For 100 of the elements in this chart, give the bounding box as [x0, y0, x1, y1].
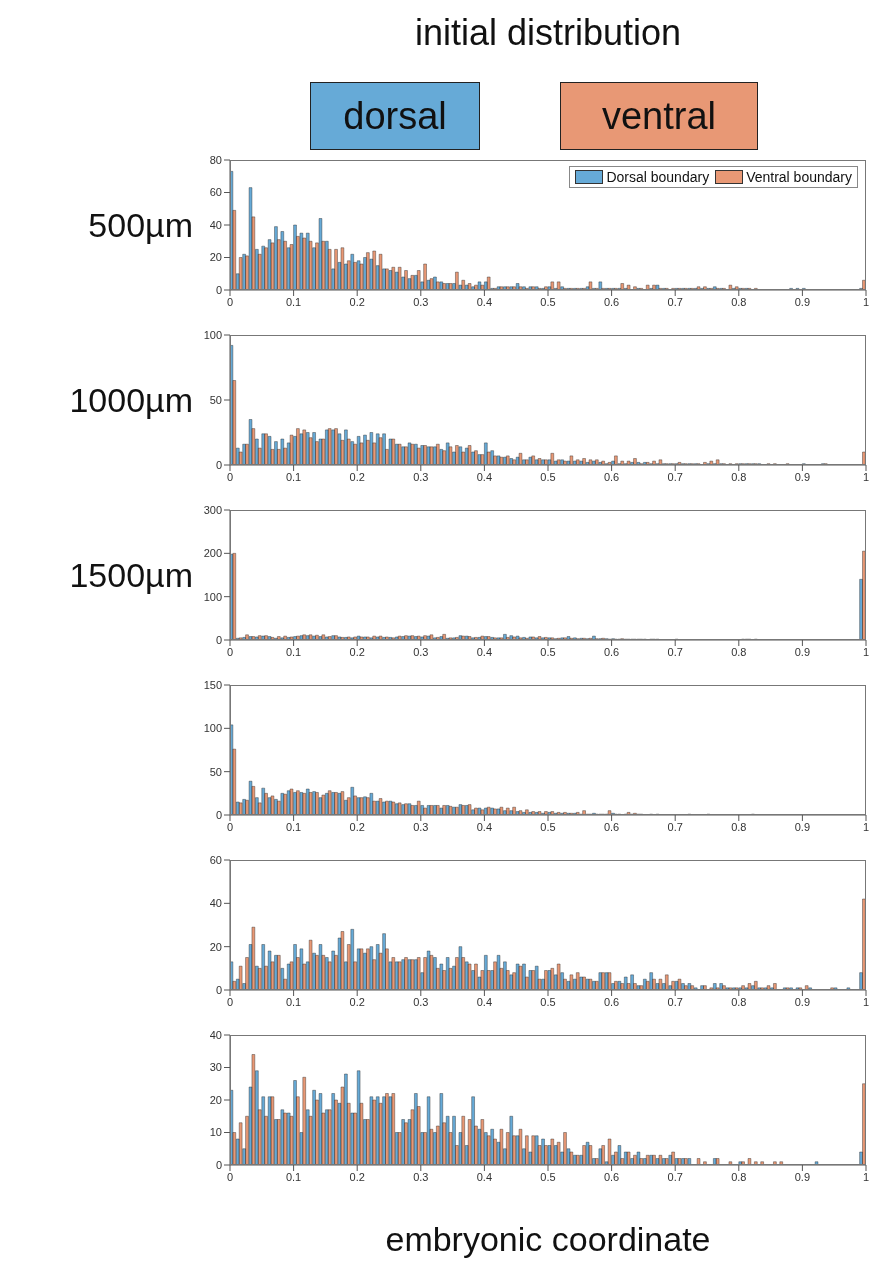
- x-tick-label: 0.3: [413, 295, 429, 308]
- x-tick-label: 0.6: [603, 645, 620, 658]
- legend-label: Dorsal boundary: [605, 169, 710, 185]
- y-tick-label: 50: [209, 393, 222, 406]
- y-tick-label: 0: [215, 983, 222, 996]
- x-tick-label: 0.8: [731, 1170, 747, 1183]
- x-axis-title: embryonic coordinate: [384, 1220, 712, 1259]
- y-tick-label: 40: [209, 1028, 222, 1041]
- x-tick-label: 0.9: [794, 820, 811, 833]
- x-tick-label: 0.3: [413, 1170, 429, 1183]
- x-tick-label: 0.2: [349, 1170, 365, 1183]
- x-tick-label: 0.4: [476, 1170, 493, 1183]
- x-tick-label: 0.2: [349, 820, 365, 833]
- y-tick-label: 0: [215, 458, 222, 471]
- y-tick-label: 60: [209, 186, 222, 199]
- y-tick-label: 40: [209, 897, 222, 910]
- x-tick-label: 0: [226, 995, 234, 1008]
- x-tick-label: 0.4: [476, 995, 493, 1008]
- x-tick-label: 0.1: [285, 1170, 302, 1183]
- y-axis-title: 1000µm: [68, 379, 193, 421]
- y-tick-label: 20: [209, 1093, 222, 1106]
- x-tick-label: 0: [226, 295, 234, 308]
- x-tick-label: 0.5: [540, 1170, 556, 1183]
- x-tick-label: 0.2: [349, 995, 365, 1008]
- x-tick-label: 1: [862, 470, 870, 483]
- x-tick-label: 0.9: [794, 470, 811, 483]
- x-tick-label: 0.8: [731, 820, 747, 833]
- x-tick-label: 0.7: [667, 820, 683, 833]
- x-tick-label: 0.1: [285, 295, 302, 308]
- y-tick-label: 150: [203, 678, 222, 691]
- x-tick-label: 0.2: [349, 645, 365, 658]
- y-tick-label: 0: [215, 283, 222, 296]
- x-tick-label: 0.5: [540, 820, 556, 833]
- x-tick-label: 0.6: [603, 995, 620, 1008]
- x-tick-label: 1: [862, 995, 870, 1008]
- y-axis-title: 500µm: [87, 204, 193, 246]
- x-tick-label: 0.5: [540, 295, 556, 308]
- x-tick-label: 0.8: [731, 645, 747, 658]
- x-tick-label: 0.1: [285, 645, 302, 658]
- x-tick-label: 0.2: [349, 470, 365, 483]
- y-tick-label: 0: [215, 633, 222, 646]
- x-tick-label: 1: [862, 645, 870, 658]
- x-tick-label: 0.1: [285, 995, 302, 1008]
- x-tick-label: 0.9: [794, 645, 811, 658]
- y-tick-label: 20: [209, 251, 222, 264]
- x-tick-label: 0.5: [540, 645, 556, 658]
- y-tick-label: 60: [209, 853, 222, 866]
- y-tick-label: 300: [203, 503, 222, 516]
- x-tick-label: 0.6: [603, 470, 620, 483]
- x-tick-label: 0: [226, 1170, 234, 1183]
- y-tick-label: 80: [209, 153, 222, 166]
- chart-title: initial distribution: [413, 12, 683, 54]
- x-tick-label: 0.8: [731, 470, 747, 483]
- x-tick-label: 1: [862, 1170, 870, 1183]
- y-tick-label: 40: [209, 218, 222, 231]
- x-tick-label: 0.6: [603, 295, 620, 308]
- x-tick-label: 0.9: [794, 995, 811, 1008]
- x-tick-label: 0.3: [413, 645, 429, 658]
- x-tick-label: 0.1: [285, 470, 302, 483]
- x-tick-label: 0.7: [667, 645, 683, 658]
- text: ventral: [560, 82, 758, 150]
- x-tick-label: 0.7: [667, 470, 683, 483]
- x-tick-label: 0.4: [476, 645, 493, 658]
- y-tick-label: 30: [209, 1061, 222, 1074]
- x-tick-label: 0.9: [794, 295, 811, 308]
- x-tick-label: 0.7: [667, 995, 683, 1008]
- y-tick-label: 200: [203, 547, 222, 560]
- x-tick-label: 0: [226, 470, 234, 483]
- text: dorsal: [310, 82, 480, 150]
- x-tick-label: 1: [862, 295, 870, 308]
- x-tick-label: 0.6: [603, 1170, 620, 1183]
- y-tick-label: 100: [203, 722, 222, 735]
- y-tick-label: 50: [209, 765, 222, 778]
- x-tick-label: 0.4: [476, 470, 493, 483]
- x-tick-label: 0.3: [413, 820, 429, 833]
- legend-label: Ventral boundary: [745, 169, 852, 185]
- x-tick-label: 0.5: [540, 995, 556, 1008]
- x-tick-label: 0.6: [603, 820, 620, 833]
- y-tick-label: 100: [203, 590, 222, 603]
- x-tick-label: 0.2: [349, 295, 365, 308]
- x-tick-label: 0.7: [667, 295, 683, 308]
- x-tick-label: 0.9: [794, 1170, 811, 1183]
- x-tick-label: 1: [862, 820, 870, 833]
- x-tick-label: 0.8: [731, 995, 747, 1008]
- y-tick-label: 20: [209, 940, 222, 953]
- y-tick-label: 0: [215, 808, 222, 821]
- x-tick-label: 0.3: [413, 995, 429, 1008]
- x-tick-label: 0: [226, 645, 234, 658]
- x-tick-label: 0.5: [540, 470, 556, 483]
- y-tick-label: 10: [209, 1126, 222, 1139]
- x-tick-label: 0.4: [476, 295, 493, 308]
- y-axis-title: 1500µm: [68, 554, 193, 596]
- y-tick-label: 100: [203, 328, 222, 341]
- x-tick-label: 0.8: [731, 295, 747, 308]
- x-tick-label: 0.7: [667, 1170, 683, 1183]
- x-tick-label: 0.4: [476, 820, 493, 833]
- y-tick-label: 0: [215, 1158, 222, 1171]
- x-tick-label: 0: [226, 820, 234, 833]
- x-tick-label: 0.1: [285, 820, 302, 833]
- x-tick-label: 0.3: [413, 470, 429, 483]
